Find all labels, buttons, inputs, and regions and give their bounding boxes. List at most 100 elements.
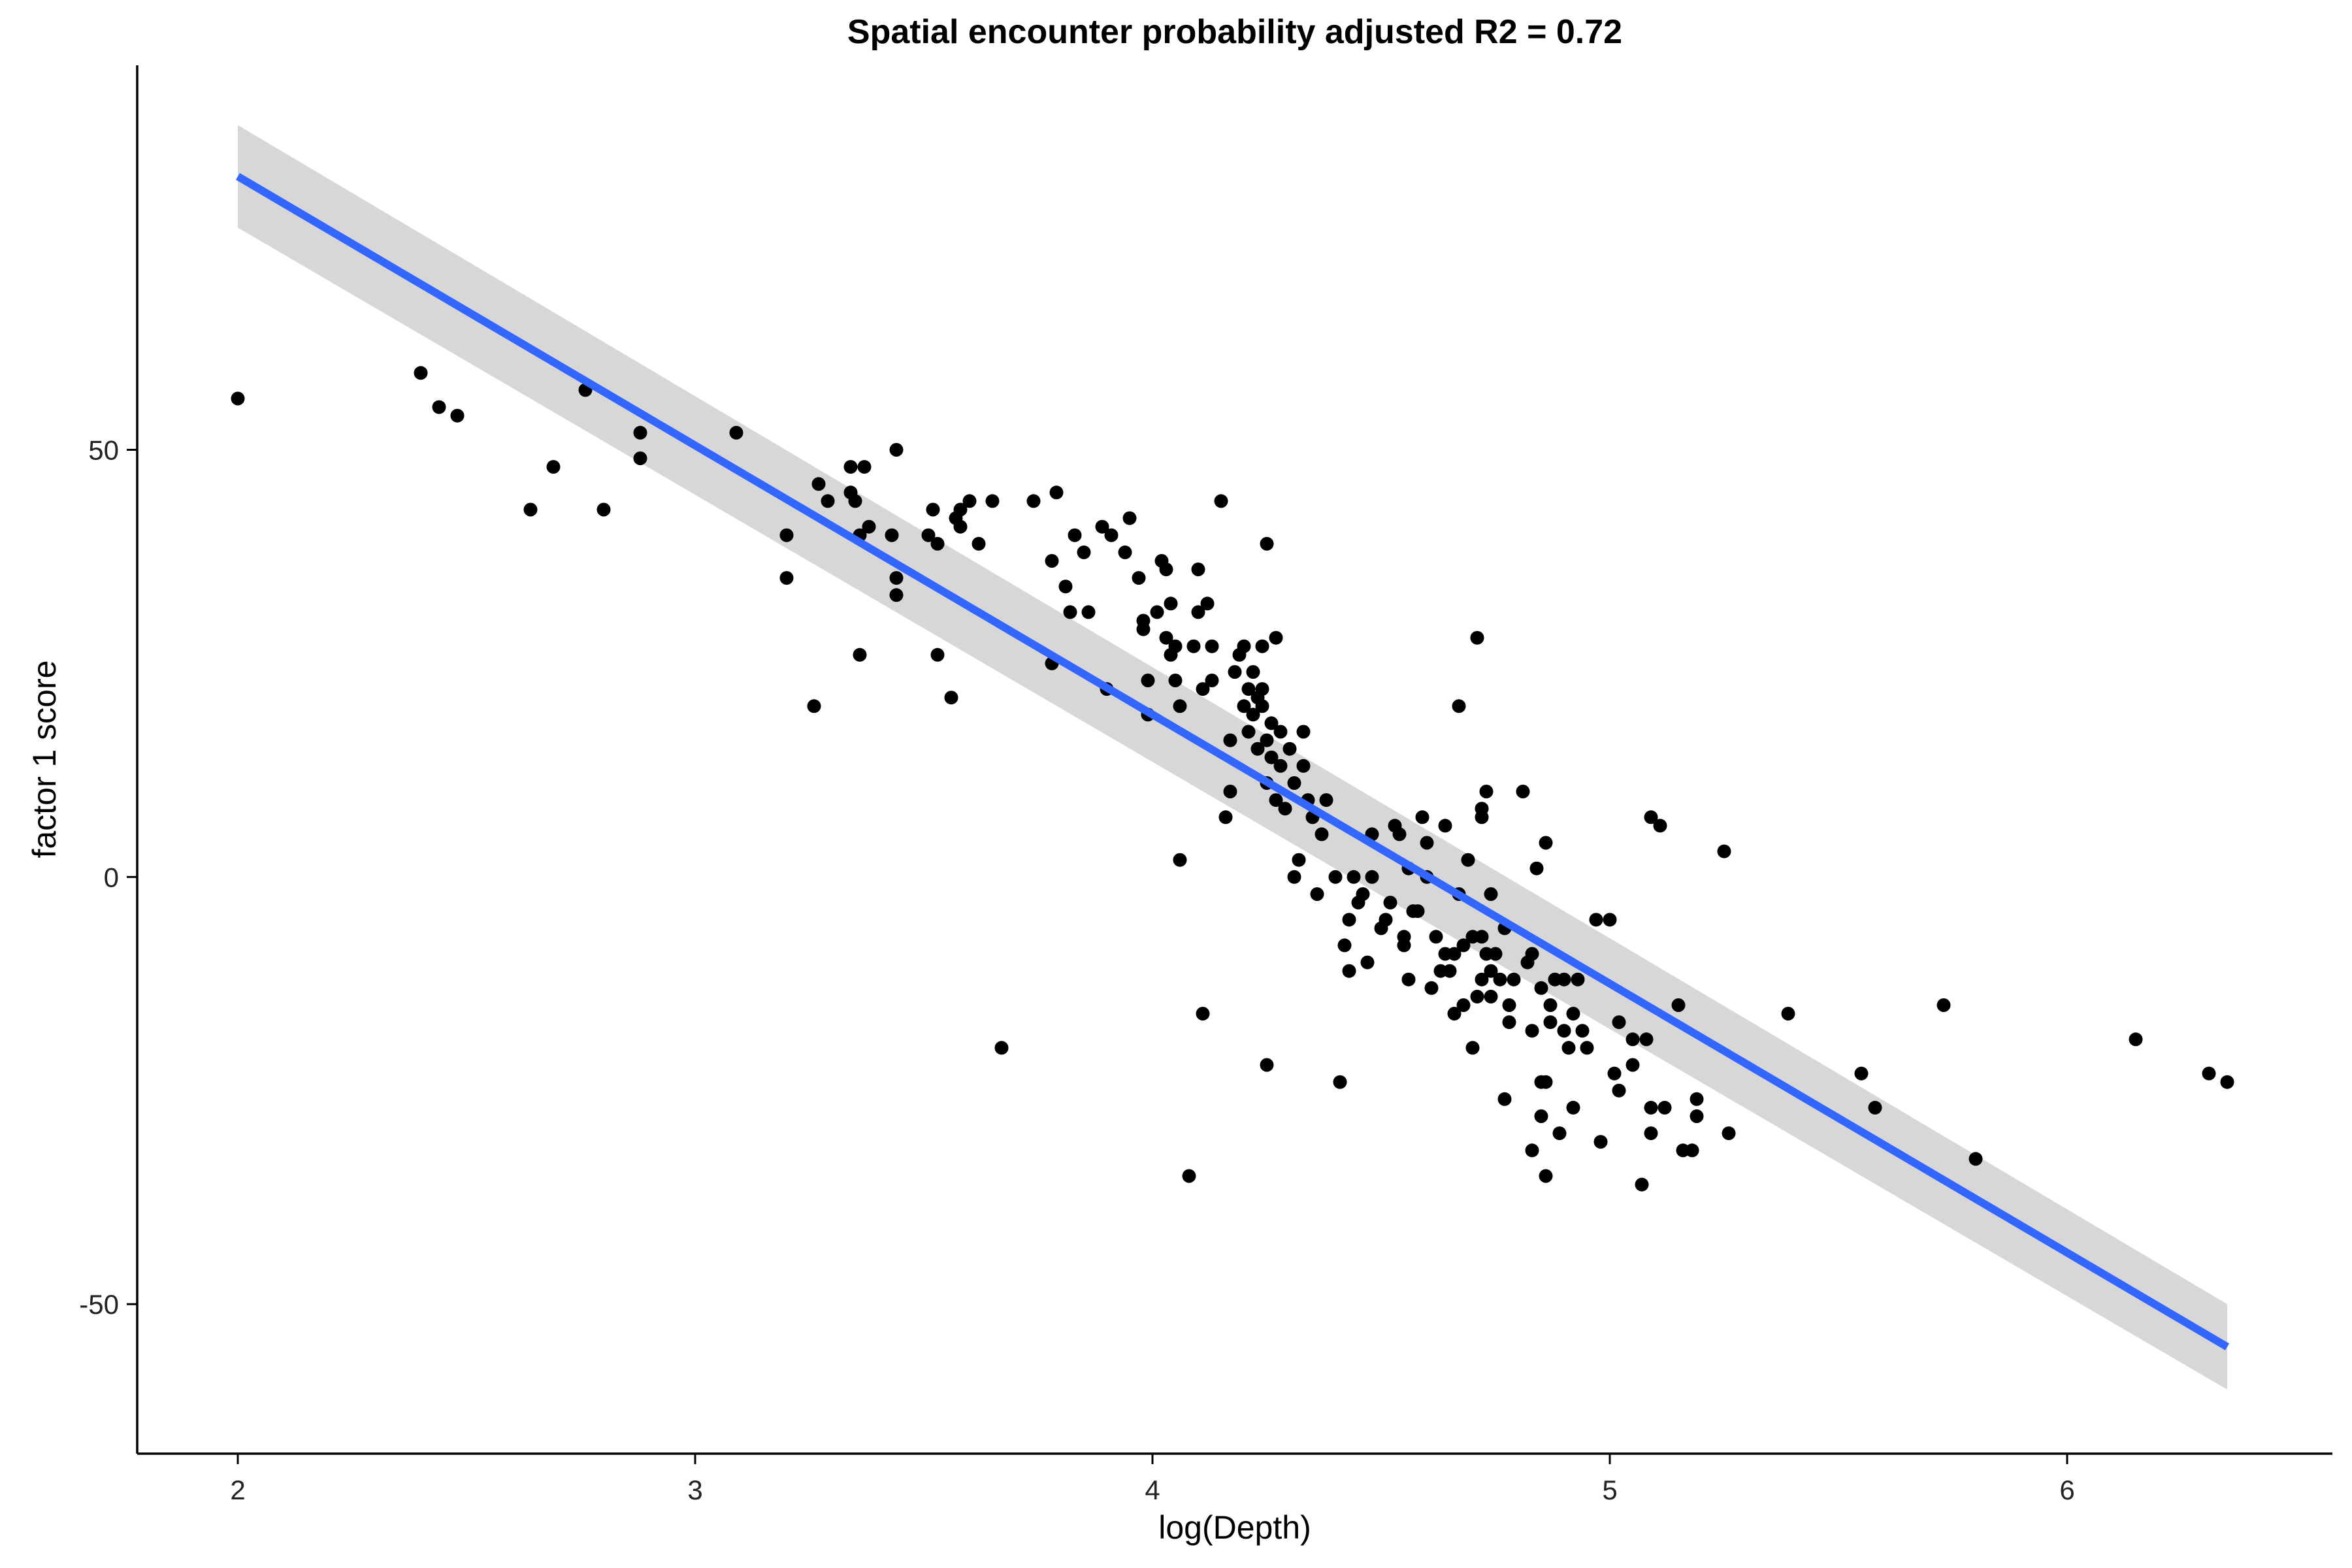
data-point-99 (1264, 750, 1279, 764)
data-point-148 (1447, 947, 1462, 961)
data-point-139 (1420, 836, 1434, 850)
data-point-95 (1260, 733, 1274, 747)
x-tick-label-2: 2 (230, 1475, 245, 1505)
data-point-206 (1635, 1177, 1649, 1192)
data-point-225 (2129, 1032, 2143, 1047)
data-point-39 (1026, 494, 1041, 508)
data-point-133 (1397, 938, 1411, 953)
data-point-138 (1415, 810, 1429, 825)
data-point-94 (1260, 536, 1274, 551)
data-point-226 (2202, 1066, 2216, 1081)
x-tick-label-6: 6 (2059, 1475, 2074, 1505)
chart-title: Spatial encounter probability adjusted R… (847, 13, 1622, 51)
data-point-97 (1260, 1058, 1274, 1072)
data-point-2 (432, 400, 446, 414)
data-point-85 (1241, 682, 1256, 696)
data-point-119 (1342, 964, 1356, 978)
data-point-137 (1411, 904, 1425, 919)
data-point-48 (1095, 519, 1109, 534)
data-point-203 (1612, 1083, 1626, 1098)
data-point-76 (1205, 674, 1219, 687)
data-point-207 (1639, 1032, 1654, 1047)
data-point-115 (1319, 793, 1333, 808)
data-point-126 (1365, 870, 1379, 884)
data-point-171 (1502, 998, 1516, 1012)
data-point-161 (1475, 972, 1489, 987)
regression-line-layer (235, 172, 2230, 1350)
data-point-34 (953, 519, 968, 534)
data-point-27 (921, 528, 936, 542)
data-point-156 (1470, 630, 1484, 645)
data-point-197 (1580, 1041, 1594, 1055)
data-point-105 (1282, 742, 1297, 756)
data-point-43 (1058, 580, 1073, 594)
data-point-46 (1077, 545, 1091, 559)
data-point-172 (1502, 1015, 1516, 1030)
data-point-146 (1443, 964, 1457, 978)
data-point-182 (1534, 1109, 1548, 1123)
data-point-222 (1868, 1100, 1882, 1115)
data-point-178 (1525, 947, 1539, 961)
data-point-67 (1173, 699, 1187, 713)
data-point-204 (1625, 1058, 1640, 1072)
data-point-157 (1470, 989, 1484, 1004)
data-point-33 (953, 502, 968, 517)
data-point-29 (930, 647, 945, 662)
data-point-149 (1452, 699, 1466, 713)
data-point-51 (1118, 545, 1132, 559)
data-point-93 (1255, 699, 1269, 713)
data-point-4 (523, 502, 538, 517)
data-point-52 (1122, 511, 1137, 525)
data-point-167 (1488, 947, 1503, 961)
data-point-212 (1658, 1100, 1672, 1115)
data-point-44 (1063, 605, 1077, 619)
data-point-103 (1273, 759, 1288, 773)
data-point-166 (1484, 887, 1498, 901)
data-point-187 (1543, 998, 1558, 1012)
data-point-179 (1529, 861, 1544, 875)
data-point-193 (1566, 1007, 1580, 1021)
data-point-70 (1191, 563, 1205, 576)
data-point-9 (633, 425, 647, 440)
data-point-189 (1552, 1126, 1567, 1141)
data-point-118 (1337, 938, 1352, 953)
data-point-92 (1255, 682, 1269, 696)
data-point-53 (1132, 571, 1146, 585)
y-tick-label-50: 50 (88, 434, 119, 465)
regression-line (235, 172, 2230, 1350)
data-point-79 (1223, 785, 1237, 798)
data-point-55 (1136, 622, 1151, 636)
data-point-216 (1690, 1092, 1704, 1106)
data-point-16 (843, 460, 858, 474)
data-point-38 (994, 1041, 1009, 1055)
data-point-5 (546, 460, 561, 474)
data-point-117 (1333, 1075, 1347, 1089)
data-point-8 (633, 451, 647, 465)
data-point-116 (1328, 870, 1343, 884)
data-point-201 (1607, 1066, 1622, 1081)
data-point-31 (944, 691, 958, 705)
data-point-106 (1287, 776, 1301, 790)
data-point-45 (1068, 528, 1082, 542)
data-point-24 (889, 443, 904, 457)
data-point-223 (1936, 998, 1951, 1012)
data-point-208 (1644, 810, 1658, 825)
data-point-154 (1465, 1041, 1480, 1055)
data-point-210 (1644, 1126, 1658, 1141)
data-point-21 (857, 460, 872, 474)
data-point-71 (1191, 605, 1205, 619)
data-point-77 (1214, 494, 1228, 508)
data-point-64 (1168, 639, 1183, 653)
data-point-113 (1310, 887, 1324, 901)
data-point-218 (1717, 844, 1731, 858)
data-point-177 (1525, 1024, 1539, 1038)
data-point-1 (414, 366, 428, 380)
data-point-100 (1269, 630, 1283, 645)
data-point-87 (1246, 665, 1260, 679)
data-point-80 (1223, 733, 1237, 747)
data-point-83 (1237, 699, 1251, 713)
data-point-213 (1671, 998, 1686, 1012)
data-point-144 (1438, 819, 1452, 833)
data-point-191 (1557, 1024, 1571, 1038)
data-point-164 (1484, 989, 1498, 1004)
